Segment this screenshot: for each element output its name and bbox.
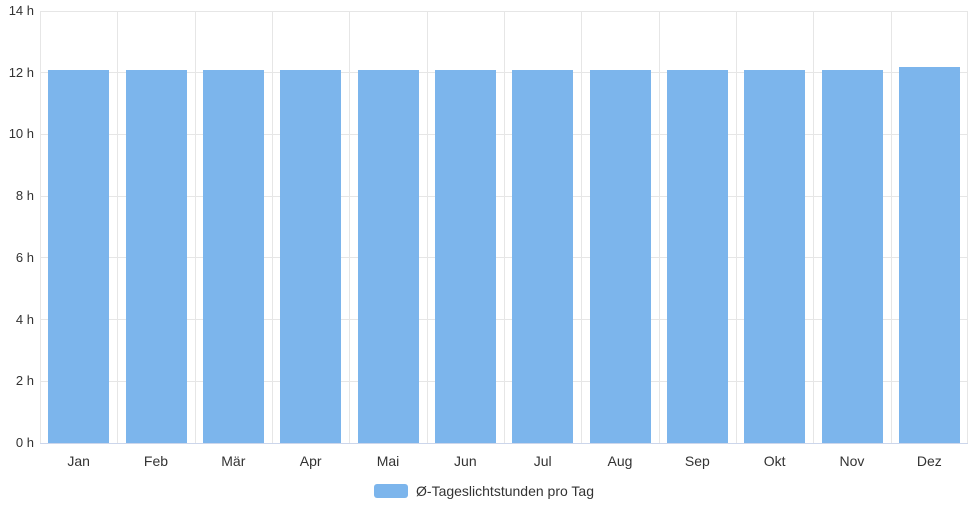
vertical-gridline xyxy=(581,11,583,443)
vertical-gridline xyxy=(890,11,892,443)
x-axis-label: Apr xyxy=(299,453,322,469)
bar-apr[interactable] xyxy=(280,69,342,443)
x-axis-label: Feb xyxy=(143,453,169,469)
x-axis-label: Okt xyxy=(763,453,786,469)
x-axis-label: Jul xyxy=(533,453,552,469)
vertical-gridline xyxy=(194,11,196,443)
bar-dez[interactable] xyxy=(898,66,960,443)
vertical-gridline xyxy=(736,11,737,443)
bar-sep[interactable] xyxy=(666,69,728,443)
x-axis-label: Jun xyxy=(454,453,477,469)
x-axis-label: Mär xyxy=(221,453,246,469)
bar-nov[interactable] xyxy=(821,69,883,443)
y-axis-label: 10 h xyxy=(8,126,34,142)
y-axis-label: 4 h xyxy=(15,311,34,327)
bar-feb[interactable] xyxy=(125,69,187,443)
vertical-gridline xyxy=(504,11,505,443)
vertical-gridline xyxy=(272,11,273,443)
bar-okt[interactable] xyxy=(744,69,806,443)
y-axis-label: 0 h xyxy=(15,435,34,450)
y-axis-label: 14 h xyxy=(8,3,34,18)
x-axis-label: Dez xyxy=(916,453,942,469)
x-axis-label: Nov xyxy=(839,453,865,469)
x-axis-label: Aug xyxy=(607,453,633,469)
legend-label: Ø-Tageslichtstunden pro Tag xyxy=(416,483,594,499)
vertical-gridline xyxy=(349,11,351,443)
y-axis-label: 2 h xyxy=(15,373,34,389)
x-axis-label: Mai xyxy=(376,453,400,469)
vertical-gridline xyxy=(40,11,41,443)
bar-mai[interactable] xyxy=(357,69,419,443)
bar-mr[interactable] xyxy=(202,69,264,443)
vertical-gridline xyxy=(426,11,428,443)
legend-item-daylight[interactable]: Ø-Tageslichtstunden pro Tag xyxy=(0,480,968,502)
bar-aug[interactable] xyxy=(589,69,651,443)
x-axis-label: Sep xyxy=(684,453,710,469)
bar-jan[interactable] xyxy=(48,69,110,443)
y-axis-label: 6 h xyxy=(15,249,34,265)
y-axis-label: 8 h xyxy=(15,188,34,204)
vertical-gridline xyxy=(117,11,119,443)
bar-jun[interactable] xyxy=(434,69,496,443)
x-axis-line xyxy=(40,442,968,444)
y-axis-label: 12 h xyxy=(8,64,34,80)
vertical-gridline xyxy=(813,11,815,443)
bar-jul[interactable] xyxy=(512,69,574,443)
legend-swatch xyxy=(374,484,409,498)
vertical-gridline xyxy=(658,11,660,443)
x-axis-label: Jan xyxy=(67,453,90,469)
